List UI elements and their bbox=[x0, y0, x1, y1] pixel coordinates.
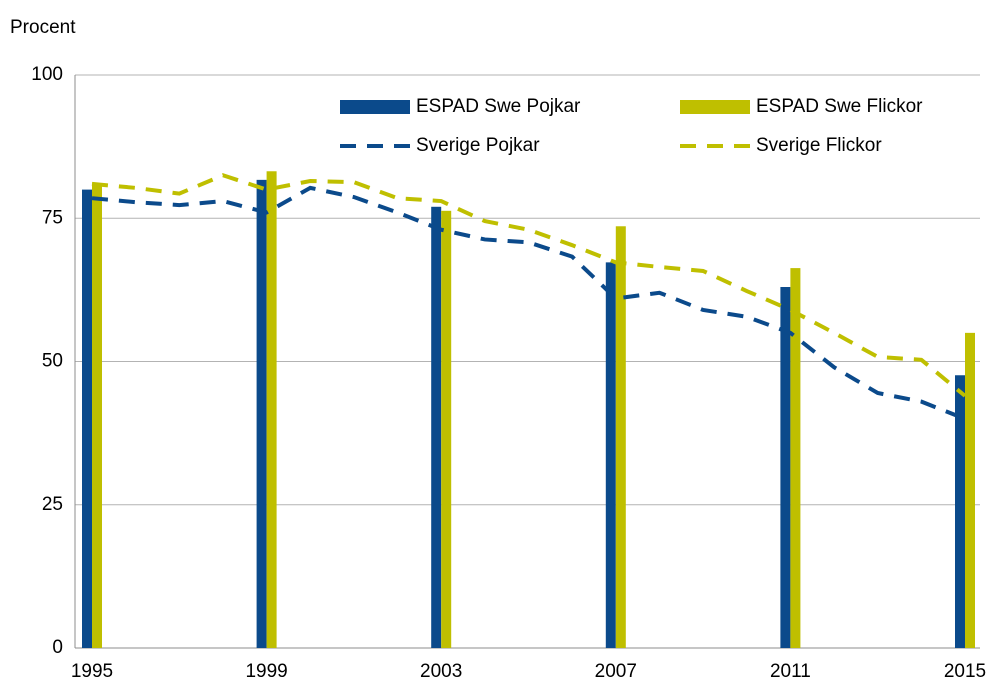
x-tick-label: 2007 bbox=[595, 661, 637, 682]
legend-label: Sverige Pojkar bbox=[416, 135, 540, 156]
y-axis-label: Procent bbox=[10, 17, 76, 38]
bar bbox=[431, 206, 442, 649]
legend-label: ESPAD Swe Flickor bbox=[756, 96, 923, 117]
y-tick-label: 0 bbox=[52, 637, 63, 658]
legend-label: Sverige Flickor bbox=[756, 135, 882, 156]
bar bbox=[441, 210, 452, 648]
x-tick-label: 1995 bbox=[71, 661, 113, 682]
bar bbox=[256, 179, 267, 648]
bar bbox=[605, 262, 616, 648]
x-tick-label: 2011 bbox=[770, 661, 811, 682]
y-tick-label: 50 bbox=[42, 351, 63, 372]
y-tick-label: 75 bbox=[42, 207, 63, 228]
x-tick-label: 2003 bbox=[420, 661, 462, 682]
x-tick-label: 1999 bbox=[245, 661, 287, 682]
bar bbox=[92, 185, 102, 649]
bar bbox=[615, 226, 626, 648]
legend-label: ESPAD Swe Pojkar bbox=[416, 96, 581, 117]
line bbox=[91, 185, 966, 421]
bar bbox=[965, 332, 975, 648]
bar bbox=[780, 287, 791, 648]
bar bbox=[790, 268, 801, 648]
y-tick-label: 25 bbox=[42, 494, 63, 515]
bar bbox=[82, 189, 92, 648]
bar bbox=[266, 171, 277, 649]
y-tick-label: 100 bbox=[31, 64, 63, 85]
bar bbox=[955, 375, 965, 648]
legend-swatch bbox=[340, 100, 410, 114]
x-tick-label: 2015 bbox=[944, 661, 986, 682]
line bbox=[91, 173, 967, 398]
legend-swatch bbox=[680, 100, 750, 114]
